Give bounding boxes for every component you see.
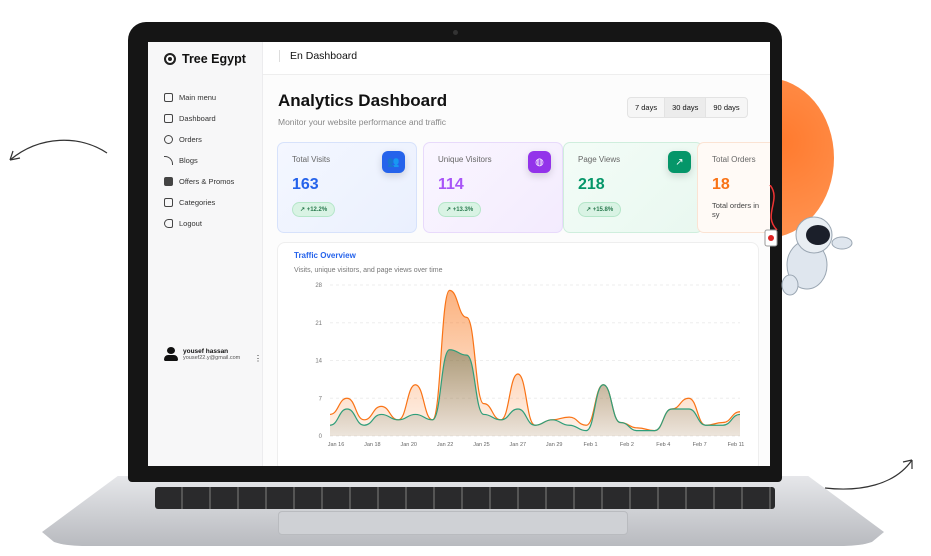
chart-title: Traffic Overview xyxy=(294,251,356,260)
logout-icon xyxy=(164,219,173,228)
camera xyxy=(453,30,458,35)
page-title: Analytics Dashboard xyxy=(278,91,448,110)
user-profile[interactable]: yousef hassan yousef22.y@gmail.com xyxy=(164,347,240,361)
x-tick-label: Jan 29 xyxy=(546,442,563,448)
x-tick-label: Feb 7 xyxy=(693,442,707,448)
y-tick-label: 28 xyxy=(315,283,322,289)
avatar xyxy=(164,347,178,361)
laptop-trackpad xyxy=(278,511,628,535)
sidebar: Tree Egypt Main menu Dashboard Orders Bl… xyxy=(148,42,263,466)
arrow-left-icon xyxy=(9,139,108,161)
screen: Tree Egypt Main menu Dashboard Orders Bl… xyxy=(148,42,770,466)
x-tick-label: Jan 27 xyxy=(510,442,527,448)
card-page-views: Page Views 218 ↗ +15.8% ↗ xyxy=(563,142,703,233)
card-total-visits: Total Visits 163 ↗ +12.2% 👥 xyxy=(277,142,417,233)
y-tick-label: 0 xyxy=(319,434,323,440)
breadcrumb: En Dashboard xyxy=(279,50,357,62)
x-tick-label: Feb 4 xyxy=(656,442,670,448)
logo-icon xyxy=(164,53,176,65)
y-tick-label: 7 xyxy=(319,396,323,402)
sidebar-item-dashboard[interactable]: Dashboard xyxy=(164,108,234,129)
series-area-1 xyxy=(330,349,740,436)
y-tick-label: 14 xyxy=(315,359,322,365)
range-90-days[interactable]: 90 days xyxy=(713,103,740,112)
y-tick-label: 21 xyxy=(315,321,322,327)
x-tick-label: Jan 22 xyxy=(437,442,454,448)
card-unique-visitors: Unique Visitors 114 ↗ +13.3% ◍ xyxy=(423,142,563,233)
dashboard-icon xyxy=(164,114,173,123)
trend-badge: ↗ +12.2% xyxy=(292,202,336,217)
chart-subtitle: Visits, unique visitors, and page views … xyxy=(294,267,443,274)
top-bar: En Dashboard xyxy=(263,42,770,75)
sidebar-item-orders[interactable]: Orders xyxy=(164,129,234,150)
page-subtitle: Monitor your website performance and tra… xyxy=(278,117,447,127)
sidebar-item-logout[interactable]: Logout xyxy=(164,213,234,234)
arrow-right-icon xyxy=(824,459,913,490)
more-options-icon[interactable]: ⋮ xyxy=(254,354,262,363)
grid-icon xyxy=(164,93,173,102)
traffic-chart: 0 7 14 21 28 Jan 16 Jan 18 Jan 20 Jan 22 Jan 25 Ja… xyxy=(315,283,745,448)
card-total-orders: Total Orders 18 Total orders in sy xyxy=(697,142,770,233)
sidebar-item-categories[interactable]: Categories xyxy=(164,192,234,213)
trend-badge: ↗ +13.3% xyxy=(438,202,482,217)
users-icon: 👥 xyxy=(382,151,405,173)
range-7-days[interactable]: 7 days xyxy=(628,98,666,117)
box-icon xyxy=(164,135,173,144)
series-line-1 xyxy=(329,349,741,432)
range-30-days[interactable]: 30 days xyxy=(665,98,707,117)
x-tick-label: Jan 18 xyxy=(364,442,381,448)
sidebar-item-blogs[interactable]: Blogs xyxy=(164,150,234,171)
date-range-selector: 7 days 30 days 90 days xyxy=(627,97,748,118)
rss-icon xyxy=(164,156,173,165)
orders-note: Total orders in sy xyxy=(712,201,760,220)
logo[interactable]: Tree Egypt xyxy=(164,52,246,66)
x-tick-label: Jan 20 xyxy=(400,442,417,448)
x-tick-label: Feb 11 xyxy=(728,442,745,448)
sidebar-item-offers[interactable]: Offers & Promos xyxy=(164,171,234,192)
user-name: yousef hassan xyxy=(183,347,229,355)
list-icon xyxy=(164,198,173,207)
user-email: yousef22.y@gmail.com xyxy=(183,354,241,361)
astronaut-illustration xyxy=(764,185,853,296)
sidebar-nav: Main menu Dashboard Orders Blogs Offers … xyxy=(164,87,234,234)
traffic-chart-card: Traffic Overview Visits, unique visitors… xyxy=(277,242,759,466)
sidebar-item-main-menu[interactable]: Main menu xyxy=(164,87,234,108)
x-tick-label: Jan 25 xyxy=(473,442,490,448)
trend-badge: ↗ +15.8% xyxy=(578,202,622,217)
globe-icon: ◍ xyxy=(528,151,551,173)
x-tick-label: Feb 1 xyxy=(584,442,598,448)
laptop-keyboard xyxy=(155,487,775,509)
tag-icon xyxy=(164,177,173,186)
x-tick-label: Jan 16 xyxy=(328,442,345,448)
x-tick-label: Feb 2 xyxy=(620,442,634,448)
trending-up-icon: ↗ xyxy=(668,151,691,173)
